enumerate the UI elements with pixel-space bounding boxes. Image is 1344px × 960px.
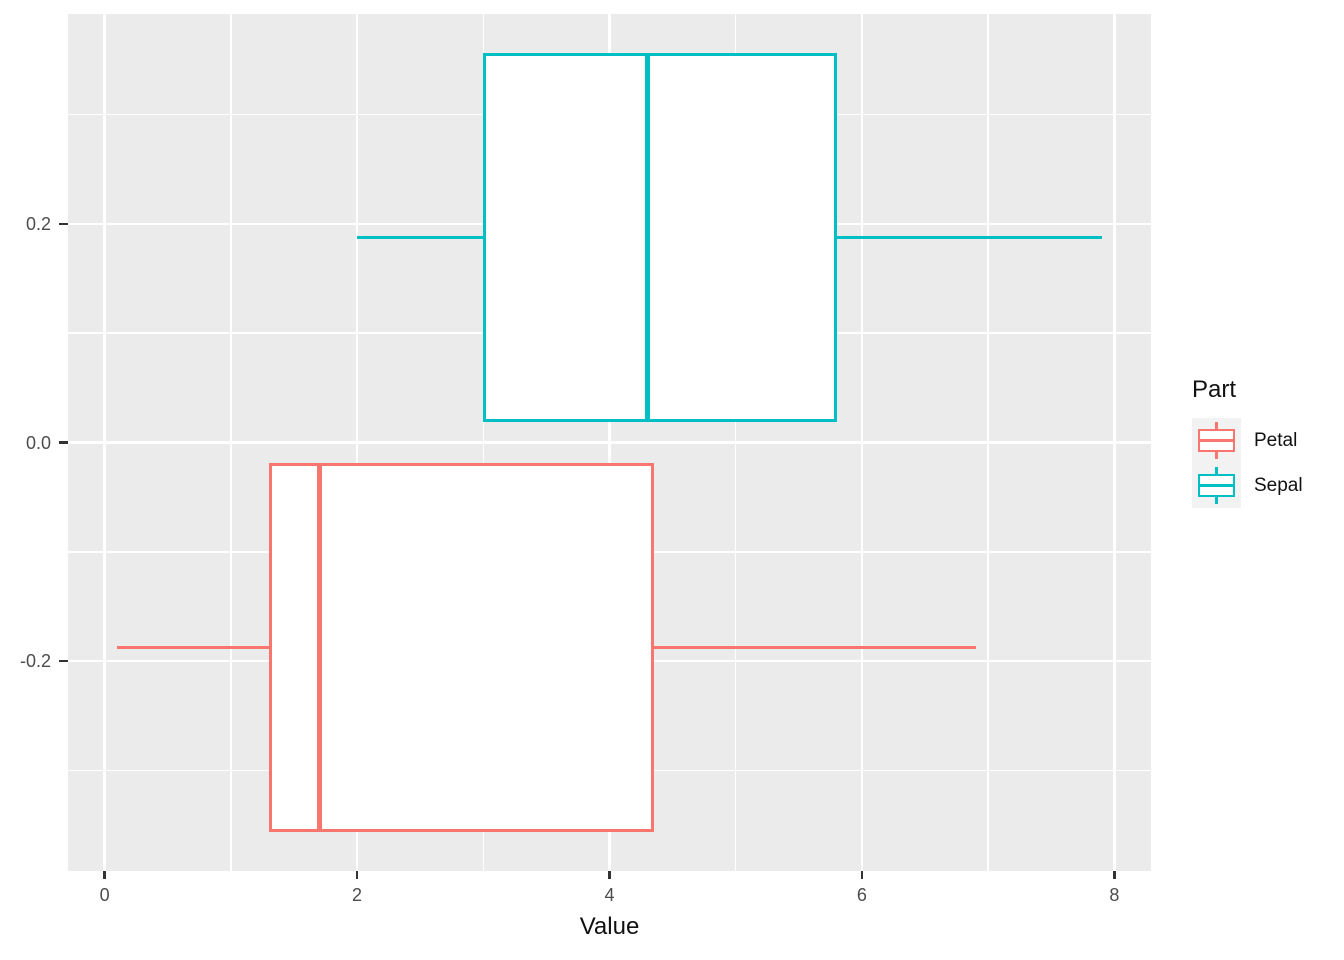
x-axis-tick-mark	[103, 871, 106, 879]
whisker-lower-sepal	[357, 236, 484, 240]
y-axis-tick-mark	[59, 441, 68, 444]
x-axis-tick-label: 4	[604, 885, 615, 905]
y-axis-tick-mark	[59, 222, 68, 226]
box-petal	[268, 462, 654, 832]
boxplot-key-icon	[1192, 418, 1241, 463]
x-axis-tick-mark	[860, 871, 864, 879]
plot-panel	[68, 14, 1151, 871]
y-axis-tick-label: 0.0	[25, 432, 51, 453]
legend-item-sepal: Sepal	[1192, 463, 1303, 508]
whisker-lower-petal	[117, 645, 269, 649]
y-axis-tick-mark	[59, 659, 68, 663]
x-axis-tick-mark	[1113, 871, 1116, 879]
whisker-upper-petal	[653, 645, 976, 649]
y-axis-tick-label: 0.2	[25, 213, 51, 234]
x-axis-tick-label: 0	[99, 885, 110, 905]
legend-label-sepal: Sepal	[1254, 474, 1303, 496]
legend: Part Petal Sepal	[1192, 376, 1303, 508]
legend-key-median-line	[1200, 439, 1233, 442]
x-axis-tick-label: 8	[1109, 885, 1120, 905]
legend-title: Part	[1192, 376, 1237, 403]
x-axis-title: Value	[579, 913, 640, 940]
legend-label-petal: Petal	[1254, 429, 1298, 451]
median-line-petal	[316, 462, 322, 832]
legend-key-median-line	[1200, 484, 1233, 487]
boxplot-key-icon	[1192, 463, 1241, 508]
box-sepal	[483, 53, 837, 422]
x-axis-tick-label: 2	[352, 885, 363, 905]
whisker-upper-sepal	[836, 236, 1102, 240]
y-major-gridline	[68, 441, 1151, 444]
x-axis-tick-label: 6	[856, 885, 867, 905]
legend-item-petal: Petal	[1192, 418, 1303, 463]
x-axis-tick-mark	[355, 871, 359, 879]
x-axis-tick-mark	[608, 871, 611, 879]
median-line-sepal	[644, 53, 650, 422]
y-axis-tick-label: -0.2	[19, 651, 51, 672]
